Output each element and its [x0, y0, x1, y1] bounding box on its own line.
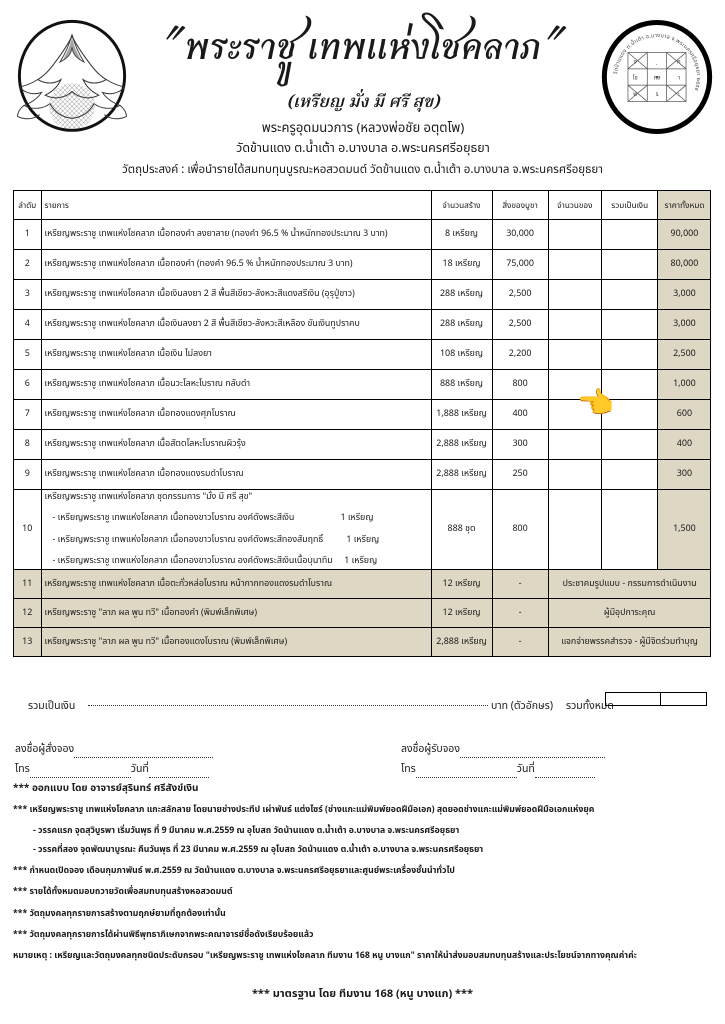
svg-text:ค: ค [677, 57, 681, 66]
svg-text:พ: พ [633, 90, 637, 99]
svg-text:คล: คล [654, 74, 661, 83]
svg-text:โช: โช [633, 74, 638, 83]
svg-text:ง: ง [634, 57, 637, 66]
svg-text:วัดบ้านแดง ต.น้ำเต้า อ.บางบาล: วัดบ้านแดง ต.น้ำเต้า อ.บางบาล จ.พระนครศร… [612, 32, 702, 92]
svg-text:ะ: ะ [678, 90, 680, 99]
svg-text:ร: ร [656, 90, 659, 99]
svg-text:ุ: ุ [655, 63, 657, 65]
svg-text:า: า [678, 74, 680, 83]
